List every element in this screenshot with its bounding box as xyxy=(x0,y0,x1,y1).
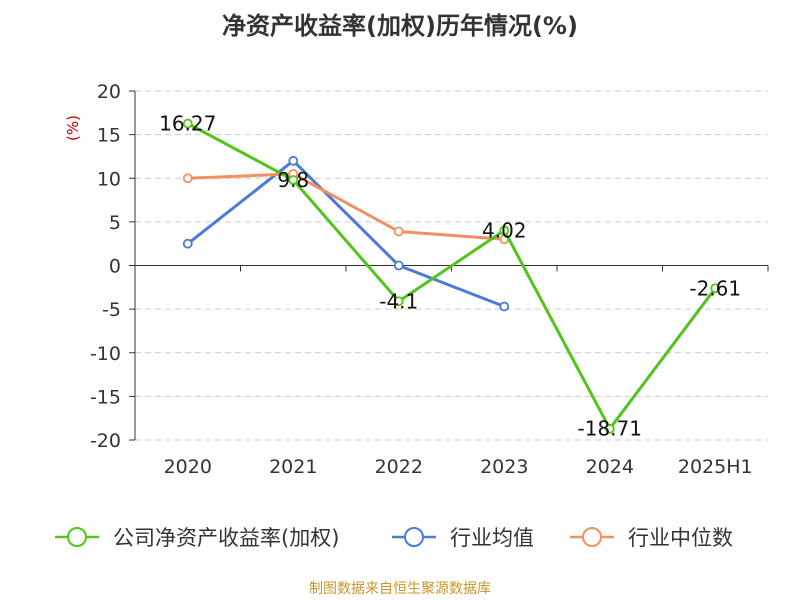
legend-label: 行业均值 xyxy=(450,526,534,550)
x-tick-label: 2024 xyxy=(586,456,634,478)
data-label: 4.02 xyxy=(482,218,527,242)
data-point xyxy=(710,283,721,294)
data-point xyxy=(288,175,299,185)
x-tick-label: 2020 xyxy=(164,456,212,478)
data-point xyxy=(499,301,510,312)
legend: 公司净资产收益率(加权) 行业均值 行业中位数 xyxy=(55,526,733,550)
series-line xyxy=(187,172,505,241)
data-label: 16.27 xyxy=(159,112,216,136)
y-axis-label: (%) xyxy=(64,115,82,141)
legend-marker xyxy=(582,527,602,547)
data-point xyxy=(604,423,615,434)
axes: 20 15 10 5 0 -5 -10 -15 -20 2020 2021 2022 2023 2024 2… xyxy=(64,81,769,478)
data-label: -18.71 xyxy=(578,417,642,441)
legend-label: 公司净资产收益率(加权) xyxy=(113,526,339,550)
data-label: 9.8 xyxy=(277,168,309,192)
data-label: -2.61 xyxy=(689,276,741,300)
data-point xyxy=(182,238,193,249)
data-point xyxy=(393,296,404,307)
data-point xyxy=(182,118,193,129)
grid-lines xyxy=(135,90,768,441)
data-point xyxy=(393,226,404,237)
data-labels: 16.27 9.8 -4.1 4.02 -18.71 -2.61 xyxy=(159,112,741,441)
data-point xyxy=(288,155,299,166)
x-tick-label: 2025H1 xyxy=(678,456,753,478)
x-tick-label: 2022 xyxy=(375,456,423,478)
series-line xyxy=(186,159,505,308)
x-tick-label: 2021 xyxy=(269,456,317,478)
series-lines xyxy=(182,118,721,434)
data-point xyxy=(182,173,193,184)
legend-marker xyxy=(67,527,87,547)
data-point xyxy=(393,260,404,271)
chart-title: 净资产收益率(加权)历年情况(%) xyxy=(222,12,578,40)
legend-marker xyxy=(404,527,424,547)
y-tick-label: 10 xyxy=(97,168,121,190)
y-tick-label: 0 xyxy=(109,256,121,278)
y-tick-label: -10 xyxy=(90,343,121,365)
source-note: 制图数据来自恒生聚源数据库 xyxy=(309,581,491,597)
data-point xyxy=(499,225,510,236)
series-line xyxy=(187,122,717,431)
y-tick-label: 20 xyxy=(97,81,121,103)
y-tick-label: -20 xyxy=(90,430,121,452)
y-tick-label: -15 xyxy=(90,386,121,408)
data-label: -4.1 xyxy=(379,289,418,313)
y-tick-label: -5 xyxy=(102,299,121,321)
legend-label: 行业中位数 xyxy=(628,526,733,550)
y-tick-label: 5 xyxy=(109,212,121,234)
x-tick-label: 2023 xyxy=(480,456,528,478)
y-tick-label: 15 xyxy=(97,125,121,147)
